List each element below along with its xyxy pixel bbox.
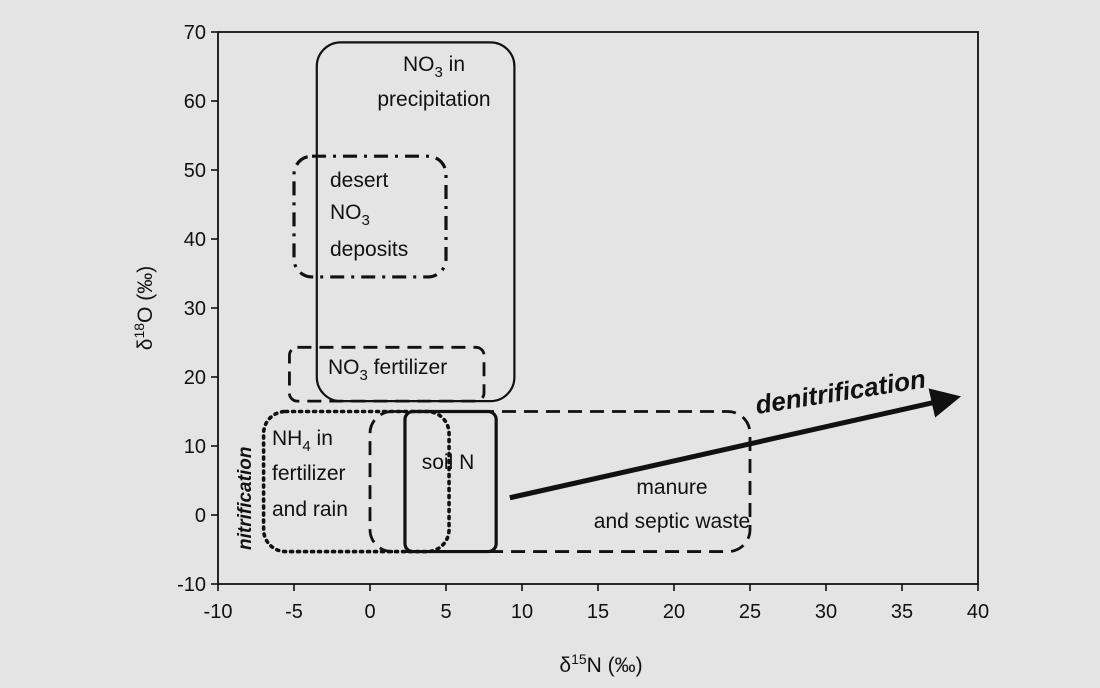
x-tick-label: 30 xyxy=(815,601,837,623)
x-tick-label: 25 xyxy=(739,601,761,623)
y-tick-label: 70 xyxy=(184,22,206,44)
x-axis-ticks: -10 -5 0 5 10 15 20 25 30 35 40 xyxy=(204,584,989,623)
x-tick-label: 40 xyxy=(967,601,989,623)
nitrification-label: nitrification xyxy=(235,447,256,550)
region-label-precip: precipitation xyxy=(377,88,490,111)
y-tick-label: 40 xyxy=(184,229,206,251)
y-axis-ticks: 70 60 50 40 30 20 10 0 -10 xyxy=(177,22,218,596)
region-fertilizer xyxy=(288,345,486,403)
region-nh4 xyxy=(261,409,451,554)
y-tick-label: 60 xyxy=(184,91,206,113)
region-desert xyxy=(292,154,448,279)
region-precip xyxy=(315,41,516,403)
region-label-desert: desert xyxy=(330,169,389,192)
y-tick-label: 10 xyxy=(184,436,206,458)
y-tick-label: 30 xyxy=(184,298,206,320)
region-label-manure: manure xyxy=(636,476,707,499)
region-label-soil: soil N xyxy=(422,451,475,474)
denitrification-arrow xyxy=(509,388,962,501)
x-tick-label: 0 xyxy=(364,601,375,623)
x-tick-label: 10 xyxy=(511,601,533,623)
x-tick-label: -10 xyxy=(204,601,233,623)
y-tick-label: 0 xyxy=(195,505,206,527)
x-tick-label: 5 xyxy=(440,601,451,623)
x-tick-label: 15 xyxy=(587,601,609,623)
x-tick-label: 20 xyxy=(663,601,685,623)
region-label-desert: NO3 xyxy=(330,201,370,229)
region-label-manure: and septic waste xyxy=(594,510,750,533)
region-label-nh4: NH4 in xyxy=(272,427,333,455)
y-tick-label: 20 xyxy=(184,367,206,389)
region-label-nh4: and rain xyxy=(272,498,348,521)
x-tick-label: -5 xyxy=(285,601,303,623)
region-manure xyxy=(368,410,752,553)
x-axis-title: δ15N (‰) xyxy=(559,651,642,677)
region-labels: NO3 in precipitation desert NO3 deposits NO3 … xyxy=(272,53,750,533)
region-label-desert: deposits xyxy=(330,238,408,261)
region-label-nh4: fertilizer xyxy=(272,462,346,485)
region-label-precip: NO3 in xyxy=(403,53,465,81)
y-tick-label: -10 xyxy=(177,574,206,596)
y-tick-label: 50 xyxy=(184,160,206,182)
x-tick-label: 35 xyxy=(891,601,913,623)
y-axis-title: δ18O (‰) xyxy=(131,266,157,350)
region-label-fertilizer: NO3 fertilizer xyxy=(328,356,447,384)
source-regions xyxy=(261,41,752,554)
region-soil xyxy=(403,409,498,554)
